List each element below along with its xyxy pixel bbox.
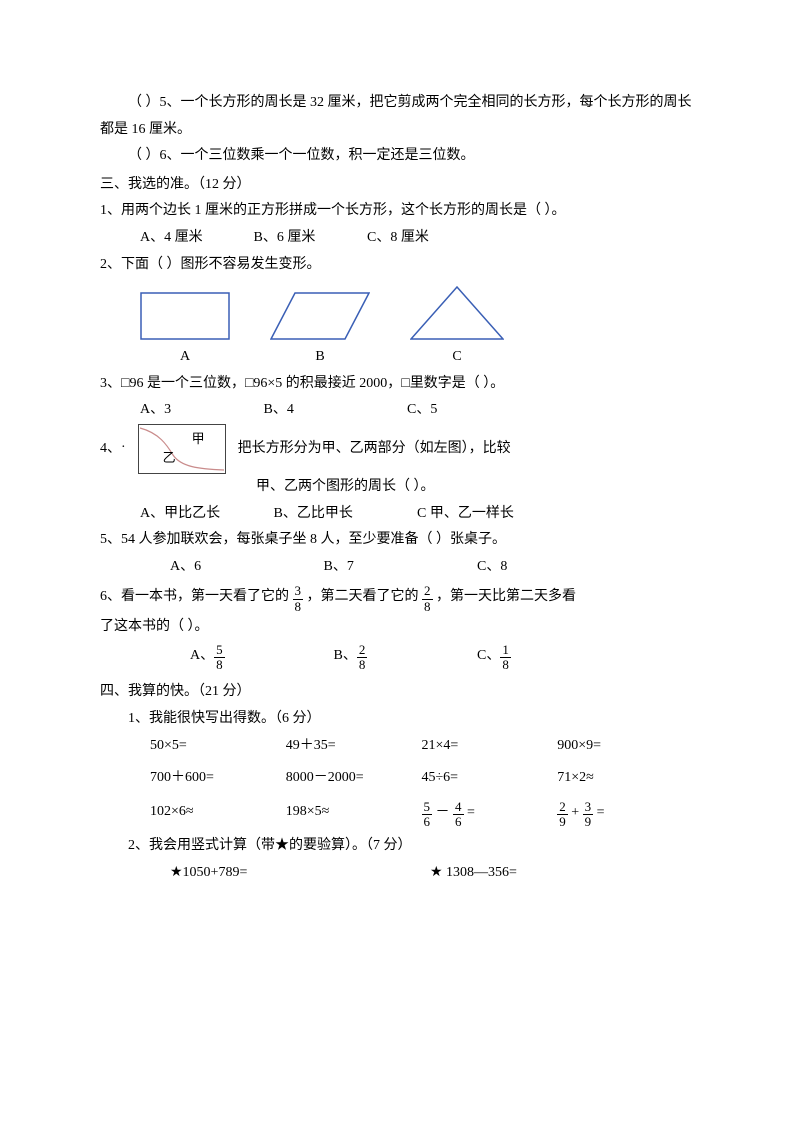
q6-opt-a[interactable]: A、58	[190, 641, 330, 672]
vertical-calc-1: ★1050+789=	[170, 860, 430, 887]
q4-line1: 把长方形分为甲、乙两部分（如左图），比较	[238, 436, 511, 463]
q6-line1: 6、看一本书，第一天看了它的 38 ，第二天看了它的 28 ，第一天比第二天多看	[100, 580, 693, 614]
calc-r3c2: 198×5≈	[286, 799, 422, 826]
q6-opt-b[interactable]: B、28	[334, 641, 474, 672]
section-3-title: 三、我选的准。（12 分）	[100, 172, 693, 199]
q4-figure: 甲 乙	[138, 424, 226, 474]
calc-r2c1: 700＋600=	[150, 765, 286, 792]
q6-frac-1: 38	[293, 584, 304, 614]
calc-grid: 50×5= 49＋35= 21×4= 900×9= 700＋600= 8000－…	[150, 733, 693, 828]
sub-4-1: 1、我能很快写出得数。（6 分）	[128, 706, 693, 733]
calc-r1c3: 21×4=	[422, 733, 558, 760]
calc-r1c1: 50×5=	[150, 733, 286, 760]
section-4-title: 四、我算的快。（21 分）	[100, 679, 693, 706]
calc-r2c2: 8000－2000=	[286, 765, 422, 792]
vertical-calc-2: ★ 1308—356=	[430, 860, 517, 887]
q2-shapes	[140, 286, 693, 340]
calc-r3c4: 29 + 39 =	[557, 798, 693, 828]
q5-opt-b[interactable]: B、7	[324, 554, 474, 581]
calc-r3c1: 102×6≈	[150, 799, 286, 826]
q1-opt-b[interactable]: B、6 厘米	[254, 225, 364, 252]
parallelogram-icon	[270, 292, 370, 340]
calc-r1c4: 900×9=	[557, 733, 693, 760]
q3-opt-a[interactable]: A、3	[140, 397, 260, 424]
q6-line2: 了这本书的（ ）。	[100, 614, 693, 641]
calc-r2c3: 45÷6=	[422, 765, 558, 792]
q1-opt-c[interactable]: C、8 厘米	[367, 225, 429, 252]
q4-opt-a[interactable]: A、甲比乙长	[140, 501, 270, 528]
q3-opt-c[interactable]: C、5	[407, 397, 437, 424]
q4-label-jia: 甲	[192, 427, 205, 452]
q1-opt-a[interactable]: A、4 厘米	[140, 225, 250, 252]
q4-row1: 4、 · 甲 乙 把长方形分为甲、乙两部分（如左图），比较	[100, 424, 693, 474]
q4-opt-b[interactable]: B、乙比甲长	[274, 501, 414, 528]
q5-text: 5、54 人参加联欢会，每张桌子坐 8 人，至少要准备（ ）张桌子。	[100, 527, 693, 554]
calc-r3c3: 56 － 46 =	[422, 798, 558, 828]
triangle-icon	[410, 286, 504, 340]
calc-r2c4: 71×2≈	[557, 765, 693, 792]
q2-labels: A B C	[140, 344, 693, 371]
q4-line2: 甲、乙两个图形的周长（ ）。	[256, 474, 693, 501]
q2-label-c[interactable]: C	[410, 344, 504, 371]
q5-opt-a[interactable]: A、6	[170, 554, 320, 581]
q2-label-a[interactable]: A	[140, 344, 230, 371]
q6-p3: ，第一天比第二天多看	[436, 589, 576, 604]
q4-opt-c[interactable]: C 甲、乙一样长	[417, 501, 514, 528]
q2-text: 2、下面（ ）图形不容易发生变形。	[100, 252, 693, 279]
tf-item-6: （ ）6、一个三位数乘一个一位数，积一定还是三位数。	[100, 143, 693, 170]
q5-opt-c[interactable]: C、8	[477, 554, 507, 581]
rectangle-icon	[140, 292, 230, 340]
q6-p2: ，第二天看了它的	[307, 589, 419, 604]
q6-opt-c[interactable]: C、18	[477, 641, 511, 672]
q1-text: 1、用两个边长 1 厘米的正方形拼成一个长方形，这个长方形的周长是（ ）。	[100, 198, 693, 225]
q4-prefix: 4、	[100, 436, 121, 463]
q3-text: 3、□96 是一个三位数，□96×5 的积最接近 2000，□里数字是（ ）。	[100, 371, 693, 398]
q4-label-yi: 乙	[163, 446, 176, 471]
calc-r1c2: 49＋35=	[286, 733, 422, 760]
q6-p1: 6、看一本书，第一天看了它的	[100, 589, 289, 604]
sub-4-2: 2、我会用竖式计算（带★的要验算）。（7 分）	[128, 833, 693, 860]
q3-opt-b[interactable]: B、4	[264, 397, 404, 424]
q6-frac-2: 28	[422, 584, 433, 614]
q2-label-b[interactable]: B	[270, 344, 370, 371]
tf-item-5: （ ）5、一个长方形的周长是 32 厘米，把它剪成两个完全相同的长方形，每个长方…	[100, 90, 693, 143]
